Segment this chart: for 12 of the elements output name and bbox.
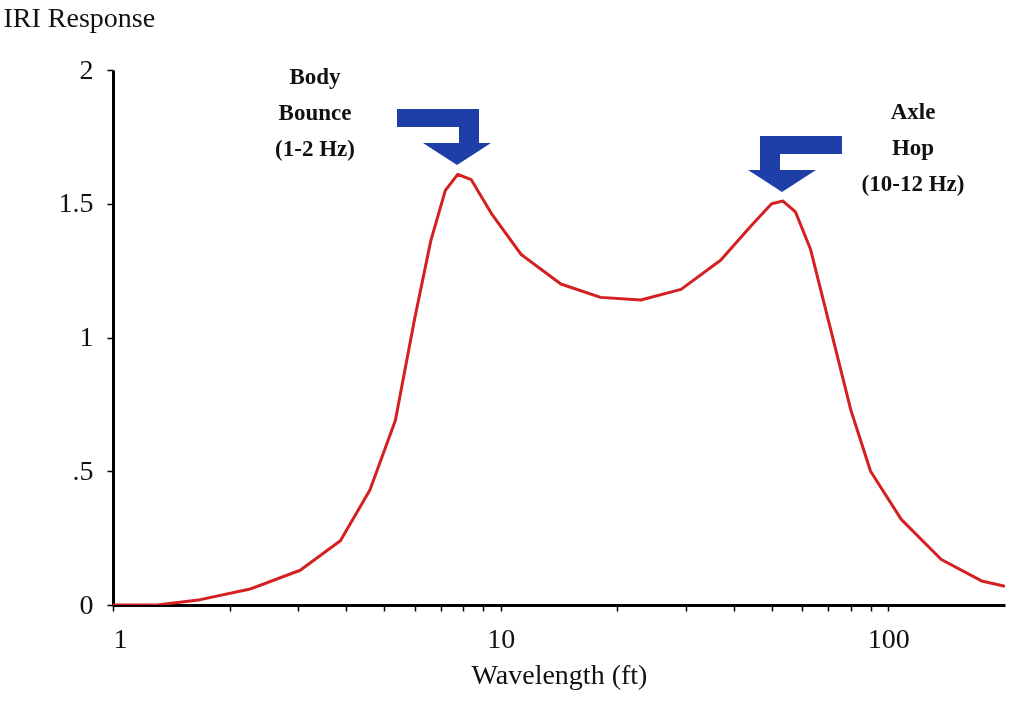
x-axis-title: Wavelength (ft) xyxy=(471,658,648,690)
y-tick-label: 0 xyxy=(79,588,94,620)
annotation: Body Bounce (1-2 Hz) xyxy=(275,64,355,161)
y-axis-title: IRI Response xyxy=(3,1,156,33)
x-tick-label: 100 xyxy=(867,622,910,654)
y-tick-label: .5 xyxy=(72,454,94,486)
x-tick-label: 10 xyxy=(487,622,516,654)
y-tick-label: 1.5 xyxy=(58,187,94,219)
x-tick-label: 1 xyxy=(113,622,128,654)
annotation: Axle Hop (10-12 Hz) xyxy=(861,99,965,196)
y-tick-label: 2 xyxy=(79,53,94,85)
y-tick-label: 1 xyxy=(79,321,94,352)
